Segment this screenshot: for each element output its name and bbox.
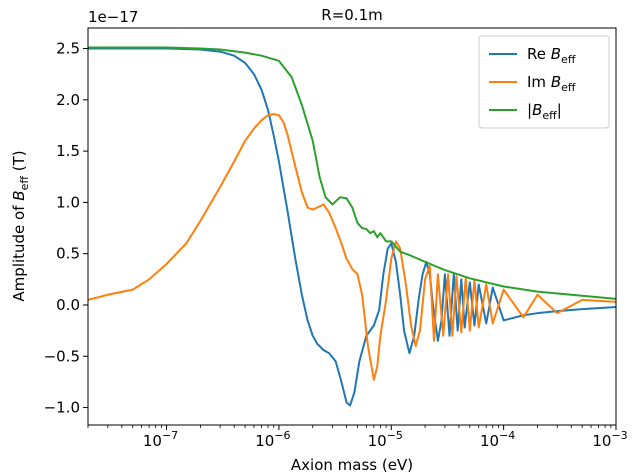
x-tick-label: 10−7 [143, 429, 178, 450]
y-axis: −1.0 −0.5 0.0 0.5 1.0 1.5 2.0 2.5 [44, 40, 88, 417]
y-tick-label: −0.5 [44, 347, 80, 365]
y-axis-label: Amplitude of Beff (T) [10, 150, 31, 301]
y-offset-text: 1e−17 [88, 8, 138, 26]
x-axis-label: Axion mass (eV) [291, 456, 413, 474]
legend-label-2: |Beff| [527, 101, 562, 122]
y-tick-label: 2.0 [56, 91, 80, 109]
legend-box [478, 35, 610, 129]
series-line-2 [88, 46, 616, 300]
x-tick-label: 10−3 [592, 429, 627, 450]
legend-label-1: Im Beff [527, 73, 576, 94]
series-layer [88, 46, 616, 407]
x-axis: 10−7 10−6 10−5 10−4 10−3 [87, 425, 628, 450]
y-tick-label: −1.0 [44, 399, 80, 417]
y-tick-label: 0.5 [56, 245, 80, 263]
y-tick-label: 2.5 [56, 40, 80, 58]
legend: Re Beff Im Beff |Beff| [478, 35, 610, 129]
x-tick-label: 10−5 [368, 429, 403, 450]
y-tick-label: 1.0 [56, 193, 80, 211]
chart-title: R=0.1m [321, 6, 382, 24]
plot-frame [87, 27, 617, 426]
y-tick-label: 0.0 [56, 296, 80, 314]
x-tick-label: 10−6 [255, 429, 290, 450]
series-line-1 [88, 113, 616, 381]
y-tick-label: 1.5 [56, 142, 80, 160]
series-line-0 [88, 47, 616, 407]
x-tick-label: 10−4 [480, 429, 515, 450]
legend-label-0: Re Beff [527, 45, 576, 66]
